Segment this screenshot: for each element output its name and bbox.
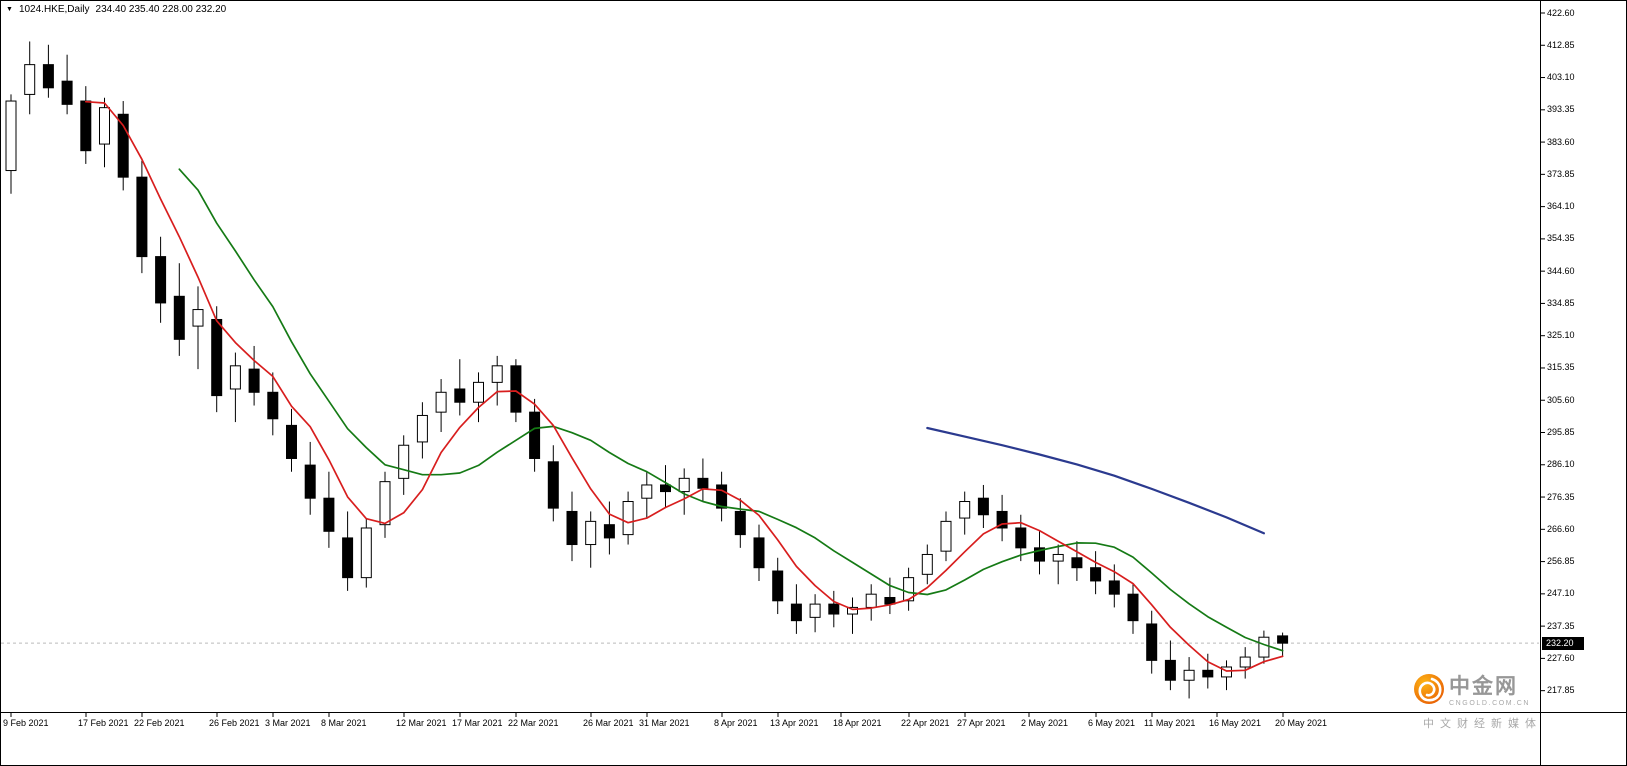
price-axis-label: 256.85 [1547,556,1575,567]
time-axis-label: 17 Feb 2021 [78,718,129,728]
time-axis[interactable]: 9 Feb 2021 17 Feb 2021 22 Feb 2021 26 Feb 2… [1,713,1541,743]
price-axis-label: 412.85 [1547,39,1575,50]
time-axis-label: 13 Apr 2021 [770,718,819,728]
time-axis-label: 2 May 2021 [1021,718,1069,728]
time-axis-label: 11 May 2021 [1144,718,1196,728]
time-axis-label: 9 Feb 2021 [3,718,49,728]
price-axis-label: 354.35 [1547,233,1575,244]
time-axis-label: 8 Apr 2021 [714,718,758,728]
time-axis-label: 17 Mar 2021 [452,718,503,728]
time-axis-label: 20 May 2021 [1275,718,1328,728]
time-axis-label: 26 Mar 2021 [583,718,634,728]
cngold-logo-icon [1413,673,1445,710]
price-axis-label: 237.35 [1547,620,1575,631]
time-axis-label: 22 Apr 2021 [901,718,950,728]
price-axis-label: 393.35 [1547,104,1575,115]
price-axis-label: 217.85 [1547,685,1575,696]
price-axis-label: 227.60 [1547,652,1575,663]
ma-fast-line [84,100,1284,672]
time-axis-label: 16 May 2021 [1209,718,1262,728]
price-axis-label: 373.85 [1547,168,1575,179]
price-axis-label: 266.60 [1547,523,1575,534]
watermark-brand: 中金网 [1449,675,1518,698]
time-axis-label: 31 Mar 2021 [639,718,690,728]
price-axis-label: 295.85 [1547,427,1575,437]
time-axis-label: 27 Apr 2021 [957,718,1006,728]
watermark-domain: CNGOLD.COM.CN [1449,700,1531,707]
time-axis-label: 6 May 2021 [1088,718,1136,728]
price-axis-label: 344.60 [1547,265,1575,276]
time-axis-label: 12 Mar 2021 [396,718,447,728]
time-axis-label: 3 Mar 2021 [265,718,311,728]
time-axis-label: 22 Mar 2021 [508,718,559,728]
price-axis-label: 276.35 [1547,491,1575,502]
time-axis-label: 8 Mar 2021 [321,718,367,728]
price-axis-label: 334.85 [1547,297,1575,308]
cngold-watermark: 中金网 CNGOLD.COM.CN 中文财经新媒体 [1413,673,1542,731]
candlesticks [5,41,1289,699]
ohlc-readout: 234.40 235.40 228.00 232.20 [95,4,227,15]
price-axis-label: 286.10 [1547,459,1575,470]
ma-mid-line [178,168,1284,652]
price-axis-label: 305.60 [1547,394,1575,405]
time-axis-label: 22 Feb 2021 [134,718,185,728]
ma-slow-line [926,426,1266,535]
symbol-period: 1024.HKE,Daily [18,4,90,15]
symbol-marker-icon: ▼ [6,5,13,13]
price-axis-label: 383.60 [1547,136,1575,147]
symbol-info: ▼ 1024.HKE,Daily 234.40 235.40 228.00 23… [6,4,226,15]
price-axis[interactable]: 232.20 422.60 412.85 403.10 393.35 383.60 373… [1541,1,1626,713]
price-axis-label: 403.10 [1547,72,1575,83]
price-axis-label: 247.10 [1547,588,1575,599]
current-price-badge: 232.20 [1542,636,1584,650]
time-axis-label: 18 Apr 2021 [833,718,882,728]
price-axis-label: 422.60 [1547,7,1575,18]
price-axis-label: 325.10 [1547,330,1575,341]
watermark-tagline: 中文财经新媒体 [1423,718,1542,730]
price-axis-label: 315.35 [1547,362,1575,373]
price-axis-label: 364.10 [1547,201,1575,212]
time-axis-label: 26 Feb 2021 [209,718,260,728]
